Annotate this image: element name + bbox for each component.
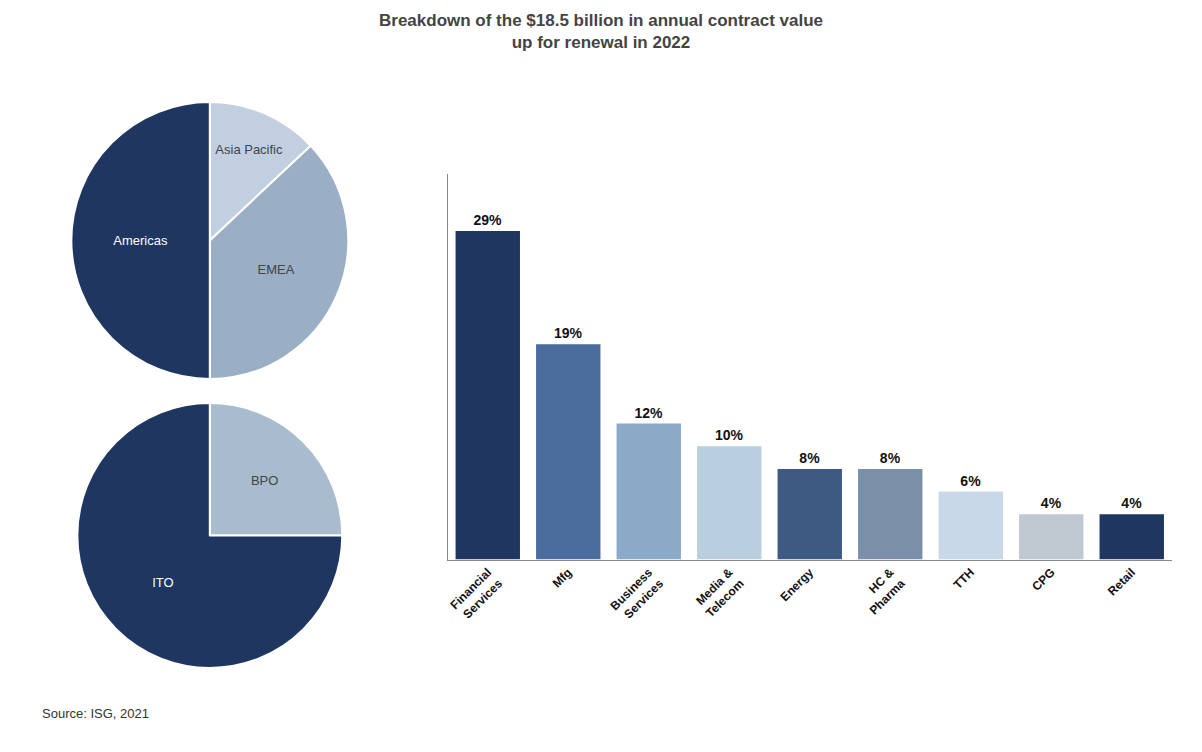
svg-text:4%: 4% — [1121, 495, 1142, 511]
svg-text:Mfg: Mfg — [550, 565, 575, 590]
svg-text:Energy: Energy — [777, 565, 816, 604]
svg-text:EMEA: EMEA — [257, 262, 294, 277]
svg-text:Retail: Retail — [1105, 565, 1138, 598]
svg-text:29%: 29% — [473, 212, 502, 228]
svg-text:8%: 8% — [799, 450, 820, 466]
svg-text:FinancialServices: FinancialServices — [447, 565, 505, 623]
svg-text:4%: 4% — [1041, 495, 1062, 511]
svg-text:BusinessServices: BusinessServices — [607, 565, 666, 624]
svg-text:Source: ISG, 2021: Source: ISG, 2021 — [42, 706, 149, 721]
svg-text:BPO: BPO — [251, 473, 278, 488]
svg-text:12%: 12% — [634, 405, 663, 421]
svg-text:6%: 6% — [960, 473, 981, 489]
svg-text:Asia Pacific: Asia Pacific — [215, 142, 283, 157]
svg-text:ITO: ITO — [152, 575, 173, 590]
svg-text:10%: 10% — [715, 427, 744, 443]
svg-text:HC &Pharma: HC &Pharma — [856, 565, 908, 617]
svg-text:Americas: Americas — [113, 233, 168, 248]
svg-text:CPG: CPG — [1029, 565, 1057, 593]
svg-text:8%: 8% — [880, 450, 901, 466]
svg-text:TTH: TTH — [951, 565, 977, 591]
svg-text:Media &Telecom: Media &Telecom — [692, 565, 747, 620]
svg-text:19%: 19% — [554, 325, 583, 341]
svg-text:Breakdown of the $18.5 billion: Breakdown of the $18.5 billion in annual… — [379, 11, 823, 52]
